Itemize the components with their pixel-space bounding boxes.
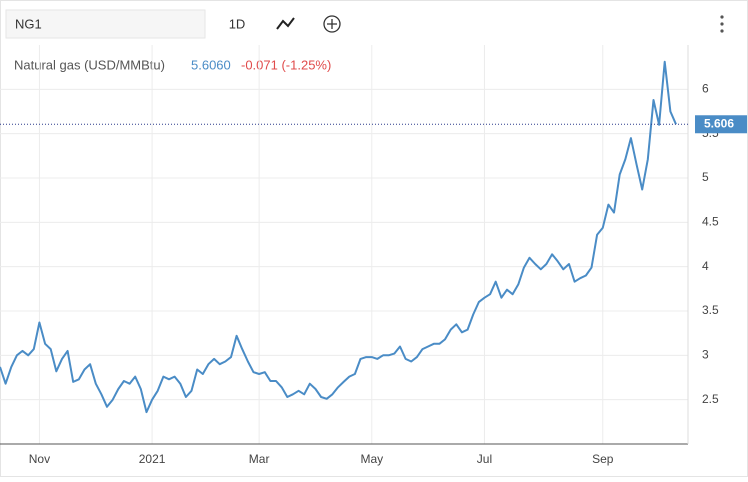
y-tick-label: 5 (702, 170, 709, 184)
y-tick-label: 2.5 (702, 392, 719, 406)
x-tick-label: Sep (592, 452, 614, 466)
chart-title: Natural gas (USD/MMBtu) (14, 57, 165, 72)
compare-icon[interactable] (323, 15, 341, 33)
change: -0.071 (-1.25%) (241, 57, 331, 72)
y-tick-label: 3 (702, 348, 709, 362)
x-tick-label: Nov (29, 452, 50, 466)
symbol: NG1 (15, 16, 42, 31)
y-tick-label: 4.5 (702, 215, 719, 229)
y-tick-label: 6 (702, 82, 709, 96)
x-tick-label: Jul (477, 452, 492, 466)
x-tick-label: 2021 (139, 452, 166, 466)
interval-button[interactable]: 1D (229, 16, 246, 31)
x-tick-label: May (360, 452, 383, 466)
price: 5.6060 (191, 57, 231, 72)
x-tick-label: Mar (249, 452, 270, 466)
compare-plus (327, 19, 337, 29)
chart-type-icon[interactable] (276, 17, 295, 30)
menu-icon[interactable] (720, 15, 724, 33)
price-line (0, 60, 677, 414)
symbol-input[interactable] (5, 9, 206, 39)
last-price-label: 5.606 (704, 116, 734, 130)
y-tick-label: 4 (702, 259, 709, 273)
last-price-tag (695, 115, 747, 134)
y-tick-label: 3.5 (702, 303, 719, 317)
